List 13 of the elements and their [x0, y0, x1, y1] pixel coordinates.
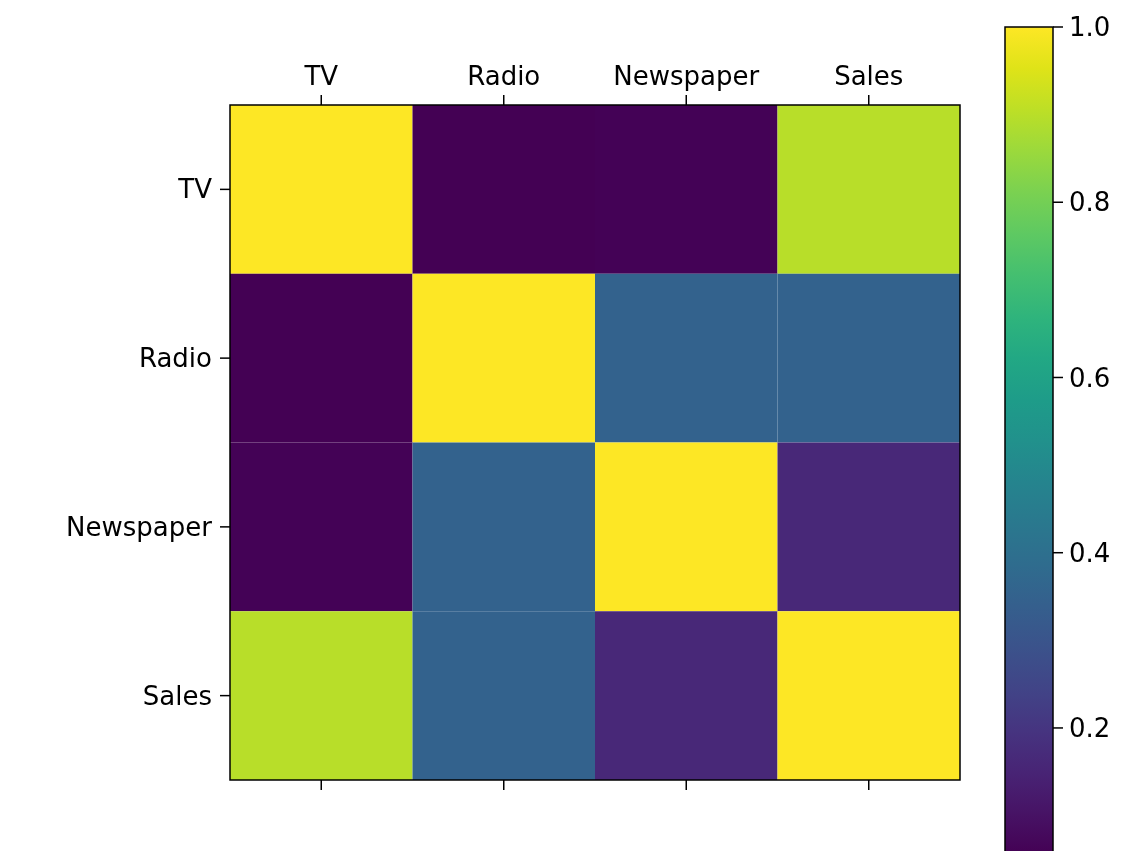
color-bar-label: 1.0	[1069, 12, 1111, 43]
y-tick-label: Sales	[142, 680, 212, 711]
y-tick-label: Newspaper	[66, 511, 213, 542]
x-tick-label: Radio	[467, 61, 541, 91]
x-tick-label: Newspaper	[613, 61, 760, 91]
y-tick-label: Radio	[138, 343, 212, 374]
color-bar-label: 0.2	[1069, 713, 1111, 744]
x-tick-label: TV	[303, 61, 339, 91]
x-tick-label: Sales	[834, 61, 904, 91]
color-bar-label: 0.4	[1069, 537, 1111, 568]
y-tick-label: TV	[177, 174, 213, 205]
color-bar-label: 0.6	[1069, 362, 1111, 393]
color-bar-label: 0.8	[1069, 187, 1111, 218]
